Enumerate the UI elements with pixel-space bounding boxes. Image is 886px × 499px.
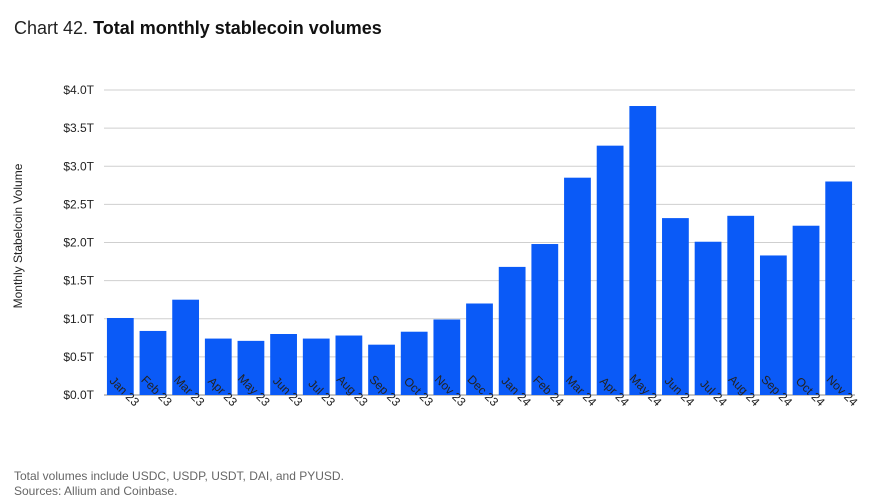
- bar: [335, 335, 363, 395]
- bar: [237, 340, 265, 395]
- bar: [204, 338, 232, 395]
- bar: [433, 319, 461, 395]
- bar: [302, 338, 330, 395]
- chart-number: Chart 42.: [14, 18, 89, 38]
- y-axis-ticks: $0.0T $0.5T $1.0T $1.5T $2.0T $2.5T $3.0T $3.5T…: [63, 83, 94, 402]
- y-tick-label: $1.0T: [63, 312, 94, 326]
- bar: [270, 334, 297, 395]
- bar: [629, 106, 657, 395]
- footnote-sources: Sources: Allium and Coinbase.: [14, 484, 178, 498]
- y-tick-label: $3.5T: [63, 121, 94, 135]
- footnote-note: Total volumes include USDC, USDP, USDT, …: [14, 469, 344, 483]
- y-tick-label: $3.0T: [63, 159, 94, 173]
- y-tick-label: $4.0T: [63, 83, 94, 97]
- bar: [662, 218, 689, 395]
- bars: [106, 106, 853, 395]
- y-tick-label: $2.0T: [63, 236, 94, 250]
- bar: [139, 330, 167, 395]
- bar: [727, 215, 755, 395]
- bar: [106, 317, 134, 395]
- bar: [596, 145, 624, 395]
- bar: [792, 225, 820, 395]
- y-tick-label: $0.5T: [63, 350, 94, 364]
- bar: [825, 181, 853, 395]
- bar: [466, 303, 493, 395]
- bar: [694, 241, 722, 395]
- bar: [564, 177, 591, 395]
- bar: [368, 344, 395, 395]
- bar: [531, 244, 559, 395]
- bar: [172, 299, 200, 395]
- chart-title-text: Total monthly stablecoin volumes: [93, 18, 382, 38]
- bar: [400, 331, 428, 395]
- chart-title: Chart 42. Total monthly stablecoin volum…: [14, 18, 382, 39]
- y-tick-label: $0.0T: [63, 388, 94, 402]
- y-tick-label: $2.5T: [63, 197, 94, 211]
- bar: [759, 255, 787, 395]
- y-tick-label: $1.5T: [63, 274, 94, 288]
- bar: [498, 266, 526, 395]
